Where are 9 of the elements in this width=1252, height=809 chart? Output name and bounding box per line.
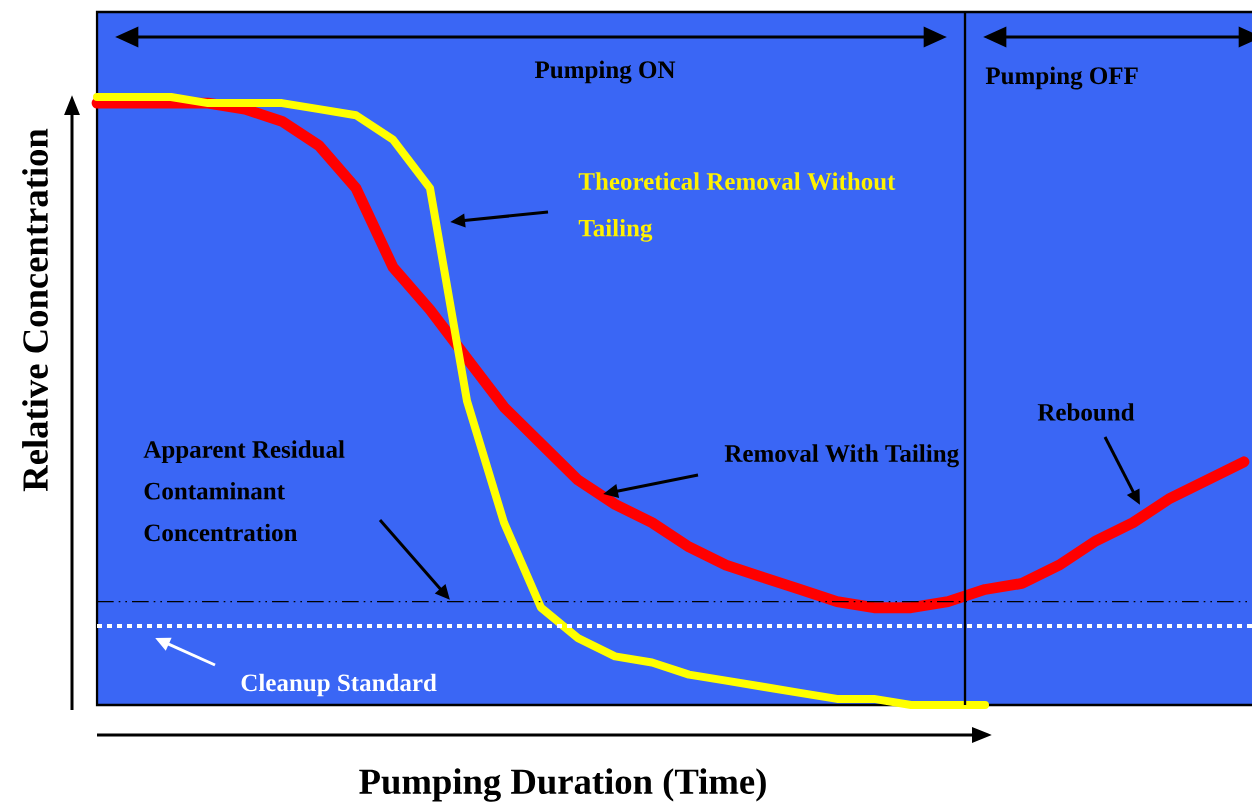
y-axis-title: Relative Concentration	[22, 128, 48, 492]
annotation: Theoretical Removal Without Tailing	[578, 172, 896, 242]
annotation: Rebound	[1037, 403, 1135, 421]
text: Pumping ON	[534, 60, 676, 84]
annotation: Removal With Tailing	[724, 444, 959, 468]
ref-line-label: Cleanup Standard	[241, 673, 437, 697]
text: Pumping OFF	[985, 66, 1138, 90]
x-axis-title: Pumping Duration (Time)	[359, 768, 766, 802]
ref-line-label: Apparent Residual Contaminant Concentration	[143, 440, 345, 542]
